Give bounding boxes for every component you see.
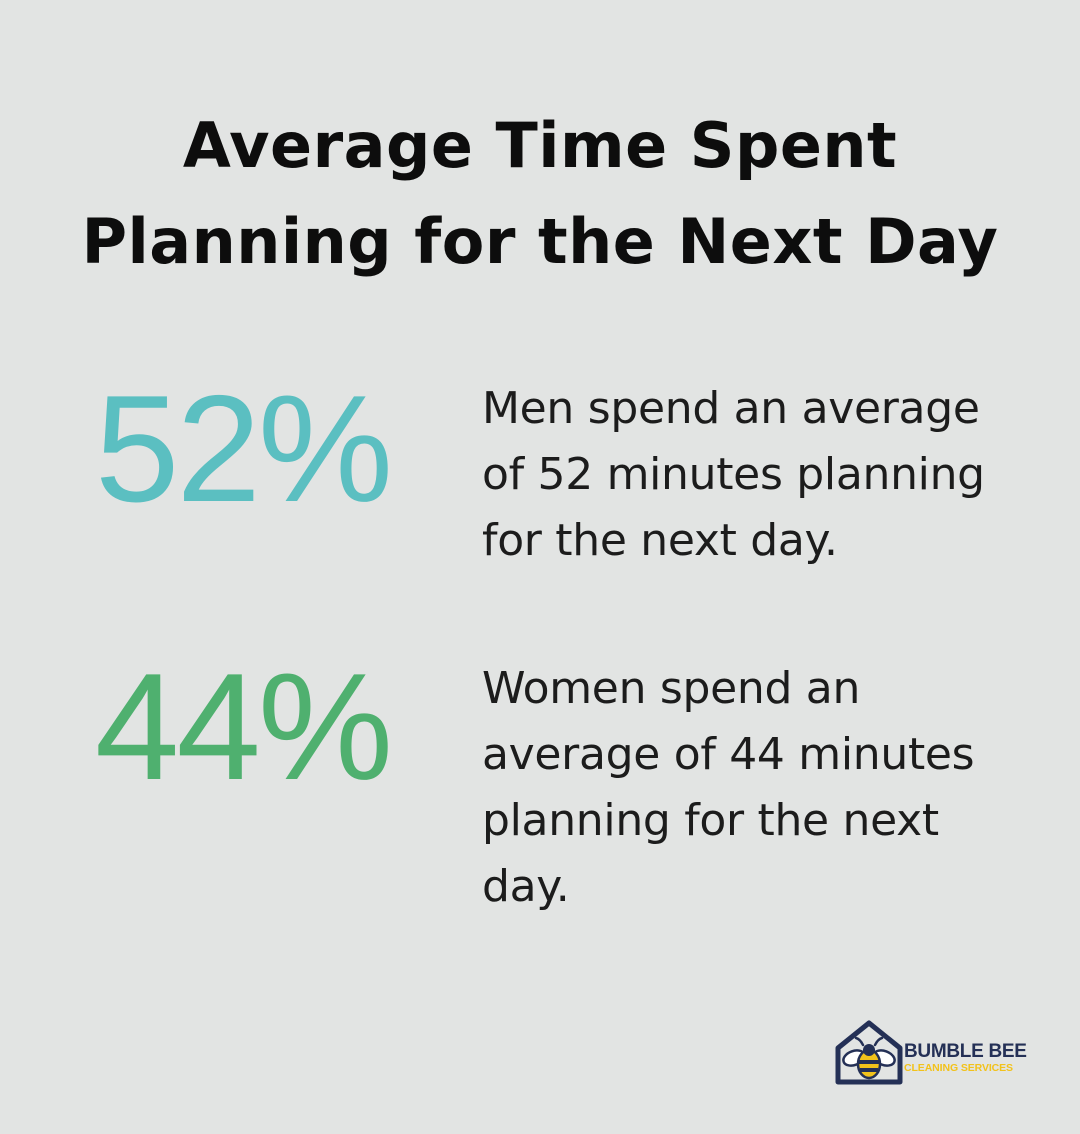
- logo-text: BUMBLE BEE CLEANING SERVICES: [904, 1041, 1044, 1075]
- stat-description-women: Women spend an average of 44 minutes pla…: [482, 663, 975, 912]
- stat-value-women: 44%: [94, 642, 393, 812]
- logo-name: BUMBLE BEE: [904, 1041, 1027, 1062]
- logo-tagline: CLEANING SERVICES: [904, 1062, 1013, 1074]
- bee-house-icon: [835, 1020, 903, 1085]
- stat-description-men: Men spend an average of 52 minutes plann…: [482, 383, 985, 566]
- brand-logo: BUMBLE BEE CLEANING SERVICES: [832, 1018, 1042, 1088]
- stat-value-men: 52%: [94, 364, 393, 534]
- page-title: Average Time Spent Planning for the Next…: [81, 109, 999, 278]
